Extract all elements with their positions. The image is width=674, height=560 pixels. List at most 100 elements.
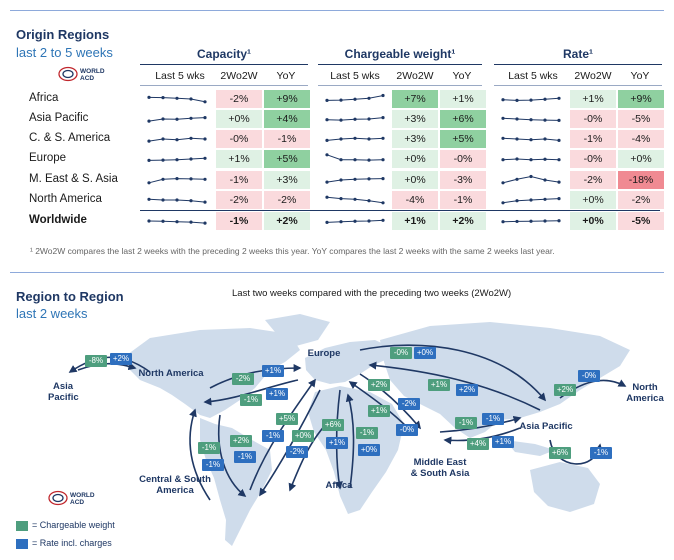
- chargeable_weight-sparkline: [325, 93, 385, 102]
- chargeable-weight-badge: +2%: [368, 379, 390, 391]
- rate-badge: -1%: [590, 447, 612, 459]
- capacity-w2w-cell: -1%: [216, 212, 262, 230]
- capacity-w2w-cell: -2%: [216, 191, 262, 209]
- chargeable_weight-sparkline: [325, 153, 385, 162]
- capacity-last5-head: Last 5 wks: [155, 70, 205, 82]
- spark-point: [325, 195, 329, 199]
- arrow-africa-eu: [345, 393, 355, 489]
- spark-point: [175, 220, 179, 224]
- rate-badge: -1%: [482, 413, 504, 425]
- rate-sparkline: [501, 157, 561, 162]
- rate-sparkline: [501, 174, 561, 185]
- spark-point: [203, 116, 207, 120]
- capacity-sparkline: [147, 197, 207, 204]
- r2r-subtitle: last 2 weeks: [16, 306, 88, 321]
- spark-point: [147, 158, 151, 162]
- rate-badge: +2%: [110, 353, 132, 365]
- spark-point: [515, 177, 519, 181]
- rate-yoy-cell: +9%: [618, 90, 664, 108]
- capacity-header: Capacity¹: [196, 47, 252, 61]
- spark-point: [367, 96, 371, 100]
- chargeable_weight-w2w-cell: +0%: [392, 171, 438, 189]
- rate-badge: +1%: [262, 365, 284, 377]
- spark-point: [203, 156, 207, 160]
- arrow-eu-me: [359, 373, 422, 430]
- chargeable-weight-badge: -1%: [356, 427, 378, 439]
- chargeable_weight-sparkline: [325, 136, 385, 142]
- rate-yoy-cell: +0%: [618, 150, 664, 168]
- spark-point: [175, 177, 179, 181]
- spark-point: [189, 116, 193, 120]
- rate-sparkline: [501, 116, 561, 122]
- chargeable_weight-w2w-cell: -4%: [392, 191, 438, 209]
- middle-rule: [10, 272, 664, 273]
- chargeable_weight-w2w-cell: +3%: [392, 110, 438, 128]
- spark-point: [175, 138, 179, 142]
- capacity-yoy-cell: -1%: [264, 130, 310, 148]
- rate-w2w-cell: -1%: [570, 130, 616, 148]
- region-label: North America: [29, 193, 102, 205]
- spark-point: [189, 136, 193, 140]
- label-north-america-east: North America: [626, 382, 664, 404]
- spark-point: [367, 158, 371, 162]
- chargeable-weight-badge: -8%: [85, 355, 107, 367]
- legend-chargeable: = Chargeable weight: [32, 520, 115, 530]
- rate-w2w-cell: -0%: [570, 150, 616, 168]
- chargeable-weight-badge: -1%: [198, 442, 220, 454]
- logo-text-bottom: WORLD ACD: [70, 492, 95, 506]
- spark-point: [381, 93, 385, 98]
- spark-point: [161, 198, 165, 202]
- spark-point: [529, 98, 533, 102]
- arrow-eu-ap: [359, 344, 547, 402]
- spark-point: [353, 219, 357, 223]
- rate-yoy-cell: -18%: [618, 171, 664, 189]
- spark-point: [381, 136, 385, 140]
- capacity-yoy-cell: +2%: [264, 212, 310, 230]
- rate-last5-head: Last 5 wks: [508, 70, 558, 82]
- arrow-asia-na: [77, 362, 137, 371]
- spark-point: [353, 177, 357, 181]
- spark-point: [203, 200, 207, 204]
- rate-w2w-cell: +0%: [570, 212, 616, 230]
- chargeable-weight-badge: +1%: [368, 405, 390, 417]
- spark-point: [543, 137, 547, 141]
- rate-sparkline: [501, 219, 561, 224]
- spark-point: [515, 98, 519, 102]
- chargeable-last5-head: Last 5 wks: [330, 70, 380, 82]
- legend-rate-swatch: [16, 539, 28, 549]
- spark-point: [325, 180, 329, 184]
- spark-point: [353, 158, 357, 162]
- capacity-w2w-cell: +1%: [216, 150, 262, 168]
- africa-shape: [308, 386, 404, 514]
- region-label: C. & S. America: [29, 132, 111, 144]
- rate-yoy-head: YoY: [630, 70, 650, 82]
- spark-point: [325, 220, 329, 224]
- chargeable_weight-yoy-cell: +6%: [440, 110, 486, 128]
- capacity-sparkline: [147, 136, 207, 143]
- spark-point: [381, 201, 385, 205]
- spark-point: [189, 97, 193, 101]
- rate-yoy-cell: -5%: [618, 110, 664, 128]
- label-europe: Europe: [307, 348, 341, 359]
- spark-point: [557, 118, 561, 122]
- chargeable-weight-badge: -0%: [390, 347, 412, 359]
- spark-point: [515, 199, 519, 203]
- legend-rate: = Rate incl. charges: [32, 538, 112, 548]
- spark-point: [543, 97, 547, 101]
- spark-point: [189, 177, 193, 181]
- spark-point: [339, 158, 343, 162]
- spark-point: [381, 177, 385, 181]
- spark-point: [189, 199, 193, 203]
- spark-point: [175, 198, 179, 202]
- spark-point: [147, 95, 151, 99]
- spark-point: [161, 219, 165, 223]
- rate-badge: -1%: [262, 430, 284, 442]
- spark-point: [529, 198, 533, 202]
- capacity-w2w-cell: -1%: [216, 171, 262, 189]
- chargeable-weight-badge: -2%: [232, 373, 254, 385]
- spark-point: [543, 197, 547, 201]
- spark-point: [189, 220, 193, 224]
- arrow-eu-csa: [259, 389, 321, 497]
- spark-point: [147, 219, 151, 223]
- rate-w2w-cell: +1%: [570, 90, 616, 108]
